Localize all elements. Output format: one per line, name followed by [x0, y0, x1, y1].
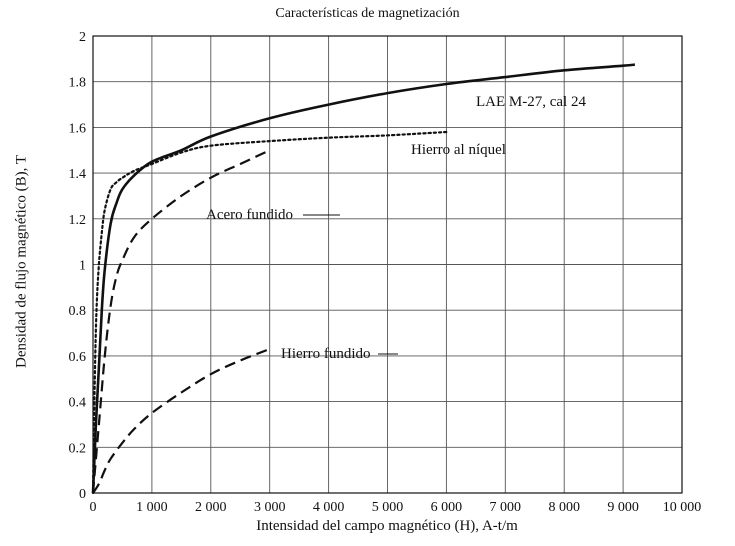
plot-frame [92, 35, 683, 494]
y-tick-label: 0 [79, 487, 86, 502]
series-line-acero-fundido [91, 149, 271, 494]
x-tick-label: 3 000 [254, 500, 286, 515]
series-layer [91, 63, 636, 495]
series-line-hierro-al-niquel [91, 130, 448, 495]
x-tick-label: 1 000 [136, 500, 168, 515]
x-tick-label: 9 000 [607, 500, 639, 515]
y-tick-label: 1.2 [69, 213, 87, 228]
label-lae-m27: LAE M-27, cal 24 [476, 94, 586, 110]
y-tick-label: 1.6 [69, 121, 87, 136]
x-axis-label: Intensidad del campo magnético (H), A-t/… [256, 518, 518, 534]
x-tick-label: 5 000 [372, 500, 404, 515]
y-tick-label: 1 [79, 259, 86, 274]
x-tick-label: 8 000 [548, 500, 580, 515]
label-acero-fundido: Acero fundido [206, 207, 293, 223]
grid [92, 35, 683, 494]
label-hierro-fundido: Hierro fundido [281, 346, 371, 362]
x-tick-label: 0 [90, 500, 97, 515]
label-hierro-niquel: Hierro al níquel [411, 142, 506, 158]
series-line-lae-m-27-cal-24 [91, 63, 636, 494]
series-line-hierro-fundido [92, 347, 271, 494]
chart-title: Características de magnetización [275, 6, 460, 21]
x-tick-label: 10 000 [663, 500, 702, 515]
x-tick-label: 6 000 [431, 500, 463, 515]
y-tick-label: 1.8 [69, 76, 87, 91]
x-tick-label: 7 000 [490, 500, 522, 515]
y-tick-label: 0.4 [69, 396, 87, 411]
y-tick-label: 2 [79, 30, 86, 45]
y-tick-label: 1.4 [69, 167, 87, 182]
annotations: LAE M-27, cal 24 Hierro al níquel Acero … [206, 94, 586, 362]
x-tick-label: 2 000 [195, 500, 227, 515]
y-tick-label: 0.8 [69, 304, 87, 319]
ticks: 0 1 000 2 000 3 000 4 000 5 000 6 000 7 000 8 00… [69, 30, 702, 515]
x-tick-label: 4 000 [313, 500, 345, 515]
y-tick-label: 0.2 [69, 441, 87, 456]
y-tick-label: 0.6 [69, 350, 87, 365]
